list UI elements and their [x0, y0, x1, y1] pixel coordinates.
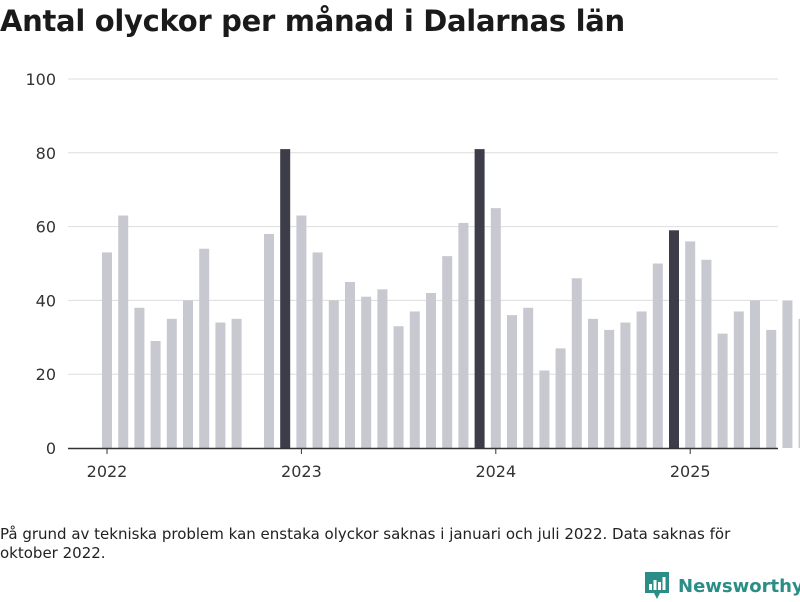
bar-2022-06[interactable]	[183, 300, 193, 448]
y-axis-tick-labels: 0 20 40 60 80 100	[25, 70, 56, 458]
bar-2023-08[interactable]	[409, 311, 420, 448]
newsworthy-logo[interactable]: Newsworthy	[645, 570, 800, 602]
x-tick-label-2023: 2023	[281, 462, 322, 481]
bar-2022-05[interactable]	[166, 318, 177, 448]
bar-2023-11[interactable]	[458, 222, 469, 448]
bar-2022-04[interactable]	[150, 340, 161, 448]
bar-2025-01[interactable]	[685, 241, 696, 448]
bar-2023-02[interactable]	[312, 252, 323, 448]
bar-2024-05[interactable]	[555, 348, 566, 448]
y-tick-label: 60	[36, 218, 56, 237]
y-tick-label: 40	[36, 291, 56, 310]
bar-2022-12[interactable]	[280, 149, 291, 449]
y-tick-label: 100	[25, 70, 56, 89]
bar-2024-07[interactable]	[588, 318, 598, 448]
bar-2024-04[interactable]	[539, 370, 550, 448]
bars	[102, 149, 800, 449]
bar-2025-05[interactable]	[750, 300, 760, 448]
chart-title: Antal olyckor per månad i Dalarnas län	[0, 4, 625, 38]
bar-2022-07[interactable]	[199, 248, 210, 448]
bar-2022-11[interactable]	[264, 233, 274, 448]
bar-2024-02[interactable]	[507, 315, 517, 448]
bar-2024-10[interactable]	[636, 311, 647, 448]
bar-2025-08[interactable]	[798, 318, 800, 448]
bar-2024-11[interactable]	[652, 263, 663, 449]
bar-2023-03[interactable]	[328, 300, 339, 448]
bar-2022-09[interactable]	[231, 318, 242, 448]
bar-2025-07[interactable]	[782, 300, 793, 448]
y-tick-label: 80	[36, 144, 56, 163]
x-tick-label-2024: 2024	[475, 462, 516, 481]
bar-2023-05[interactable]	[361, 296, 372, 448]
bar-2024-06[interactable]	[571, 278, 582, 448]
x-axis	[68, 447, 778, 454]
bar-2025-02[interactable]	[701, 259, 712, 448]
bar-2024-01[interactable]	[490, 208, 501, 448]
x-axis-tick-labels: 2022 2023 2024 2025	[87, 462, 711, 481]
footnote: På grund av tekniska problem kan enstaka…	[0, 525, 731, 562]
bar-2023-12[interactable]	[474, 149, 485, 449]
bar-2023-09[interactable]	[426, 293, 436, 448]
bar-2022-01[interactable]	[102, 252, 112, 448]
bar-2022-08[interactable]	[215, 322, 226, 448]
logo-text: Newsworthy	[678, 575, 800, 597]
bar-2023-06[interactable]	[377, 289, 388, 448]
bar-2023-01[interactable]	[296, 215, 307, 448]
y-tick-label: 0	[46, 439, 56, 458]
bar-2025-03[interactable]	[717, 333, 728, 448]
bar-2023-10[interactable]	[442, 256, 453, 448]
bar-2023-07[interactable]	[393, 326, 404, 448]
bar-2024-12[interactable]	[669, 230, 679, 448]
bar-2024-03[interactable]	[523, 307, 534, 448]
y-tick-label: 20	[36, 365, 56, 384]
bar-2025-04[interactable]	[733, 311, 744, 448]
bar-2022-03[interactable]	[134, 307, 145, 448]
newsworthy-logo-icon	[645, 572, 669, 599]
bar-2024-09[interactable]	[620, 322, 631, 448]
x-tick-label-2025: 2025	[670, 462, 711, 481]
bar-2023-04[interactable]	[345, 281, 355, 448]
x-tick-label-2022: 2022	[87, 462, 128, 481]
bar-2024-08[interactable]	[604, 329, 615, 448]
bar-2025-06[interactable]	[766, 329, 777, 448]
bar-2022-02[interactable]	[118, 215, 129, 448]
